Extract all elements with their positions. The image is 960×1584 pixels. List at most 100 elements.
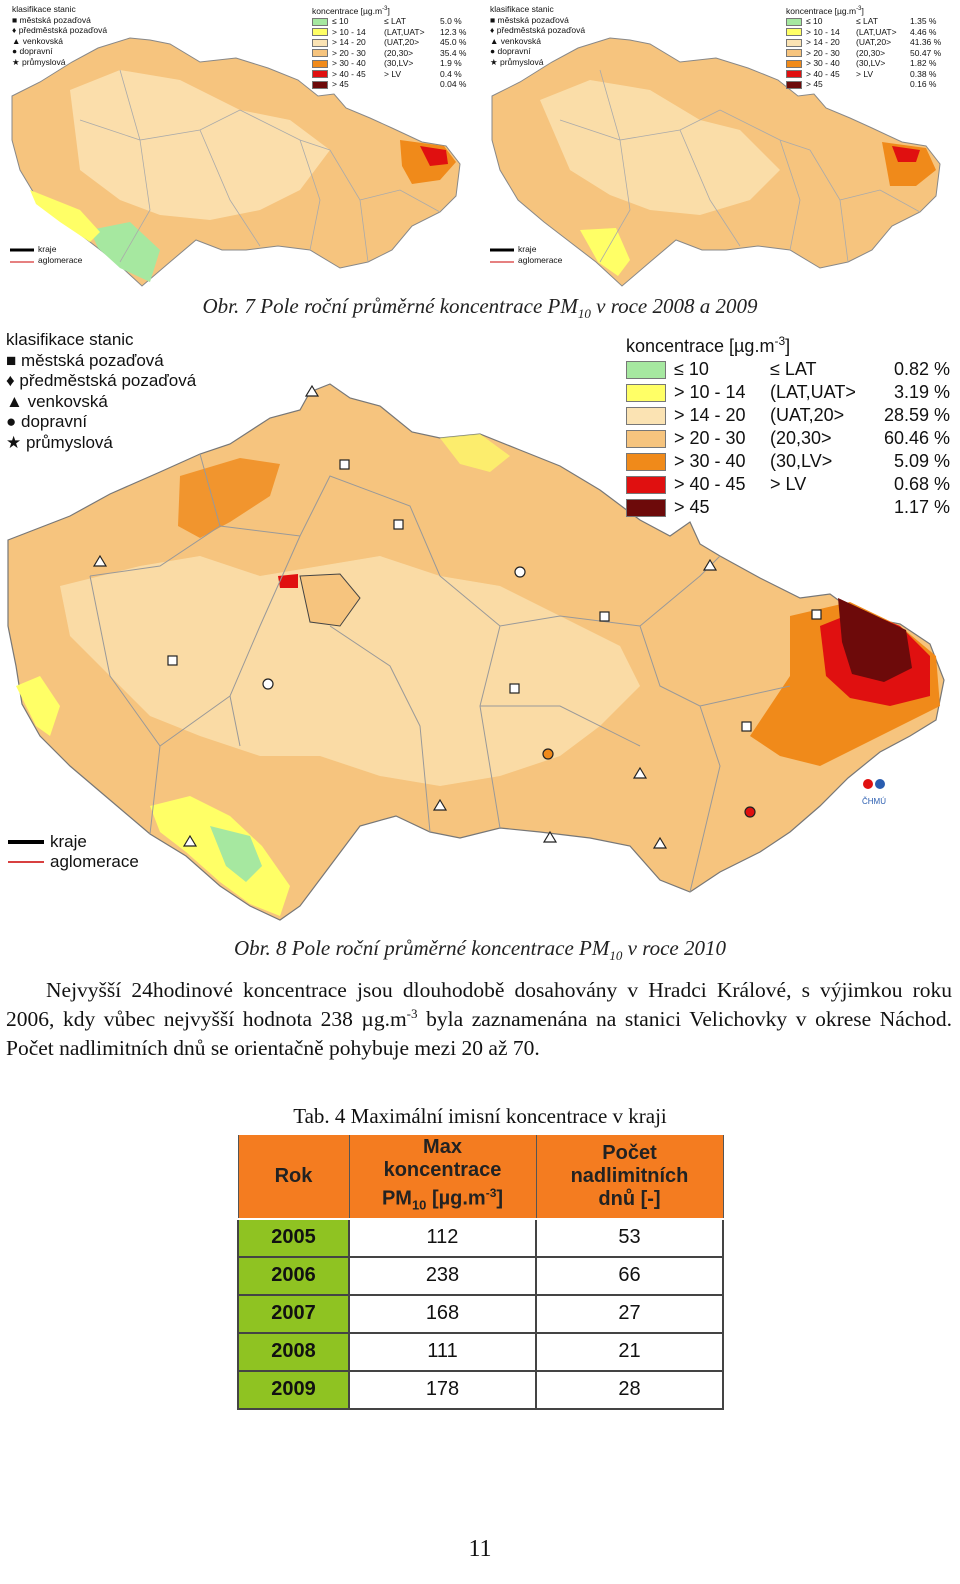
station-marker-circle (542, 748, 554, 760)
station-marker-triangle (182, 834, 198, 847)
chmu-logo: ČHMÚ (862, 779, 886, 806)
station-type: ★ průmyslová (12, 56, 66, 67)
table-row: 2009 178 28 (237, 1369, 724, 1410)
class-swatch (786, 59, 802, 68)
figure-caption-8: Obr. 8 Pole roční průměrné koncentrace P… (234, 936, 726, 964)
concentration-class: > 30 - 40 (30,LV> 1.82 % (786, 58, 942, 69)
concentration-class: > 45 0.04 % (312, 79, 468, 90)
class-swatch (312, 49, 328, 58)
cell-max: 112 (348, 1217, 537, 1258)
cell-rok: 2005 (237, 1217, 350, 1258)
map-2009-boundary-legend: kraje aglomerace (518, 244, 563, 265)
station-marker-circle (514, 566, 526, 578)
zone-14-20 (60, 556, 640, 786)
class-swatch (312, 70, 328, 79)
diamond-icon: ♦ (12, 25, 19, 35)
header-pocet-dnu: Počet nadlimitních dnů [-] (535, 1133, 724, 1220)
class-swatch (312, 80, 328, 89)
concentration-class: ≤ 10 ≤ LAT 0.82 % (626, 358, 952, 381)
station-marker-triangle (304, 384, 320, 397)
cell-max: 178 (348, 1369, 537, 1410)
concentration-class: > 10 - 14 (LAT,UAT> 12.3 % (312, 27, 468, 38)
zone-10-14 (30, 190, 100, 242)
map-2008-graphic (10, 37, 461, 287)
station-type: ▲ venkovská (12, 35, 63, 46)
star-icon: ★ (6, 432, 26, 452)
concentration-class: > 30 - 40 (30,LV> 1.9 % (312, 58, 468, 69)
concentration-class: > 14 - 20 (UAT,20> 45.0 % (312, 37, 468, 48)
cell-pocet: 27 (535, 1293, 724, 1334)
station-marker-square (741, 721, 752, 732)
class-swatch (312, 17, 328, 26)
concentration-class: ≤ 10 ≤ LAT 5.0 % (312, 16, 468, 27)
concentration-class: > 20 - 30 (20,30> 50.47 % (786, 48, 942, 59)
region-lines (79, 69, 441, 263)
zone-10-14 (580, 228, 630, 276)
cell-rok: 2008 (237, 1331, 350, 1372)
table-header-row: Rok Max koncentrace PM10 [µg.m-3] Počet … (237, 1133, 724, 1220)
zone-hotspot (892, 146, 920, 162)
chmu-logo-ring-left (863, 779, 873, 789)
class-swatch (626, 429, 666, 448)
concentration-legend-title: koncentrace [µg.m-3] (626, 334, 791, 356)
page-number: 11 (468, 1536, 492, 1562)
class-swatch (626, 498, 666, 517)
zone-10-14-south (150, 796, 290, 916)
zone-hotspot (420, 146, 448, 166)
header-rok: Rok (237, 1133, 350, 1220)
station-type: ● dopravní (12, 46, 53, 56)
concentration-class: > 45 1.17 % (626, 496, 952, 519)
table-caption: Tab. 4 Maximální imisní koncentrace v kr… (293, 1104, 667, 1128)
cell-max: 238 (348, 1255, 537, 1296)
cell-pocet: 21 (535, 1331, 724, 1372)
concentration-legend-title: koncentrace [µg.m-3] (312, 5, 390, 16)
station-type: ♦ předměstská pozaďová (490, 25, 586, 35)
cell-rok: 2007 (237, 1293, 350, 1334)
station-marker-triangle (432, 798, 448, 811)
map-2009-concentration-legend: koncentrace [µg.m-3] ≤ 10 ≤ LAT 1.35 % > 1… (786, 4, 942, 90)
table-row: 2006 238 66 (237, 1255, 724, 1296)
station-marker-triangle (702, 558, 718, 571)
concentration-class: > 14 - 20 (UAT,20> 41.36 % (786, 37, 942, 48)
class-swatch (786, 70, 802, 79)
concentration-class: > 14 - 20 (UAT,20> 28.59 % (626, 404, 952, 427)
cell-pocet: 66 (535, 1255, 724, 1296)
class-swatch (626, 383, 666, 402)
map-2009-graphic (490, 37, 941, 287)
concentration-class: > 10 - 14 (LAT,UAT> 4.46 % (786, 27, 942, 38)
diamond-icon: ♦ (6, 371, 20, 390)
zone-14-20 (70, 70, 330, 220)
zone-10-14-north (440, 434, 510, 472)
region-lines (559, 69, 921, 263)
station-marker-triangle (632, 766, 648, 779)
class-swatch (626, 406, 666, 425)
concentration-class: > 45 0.16 % (786, 79, 942, 90)
concentration-class: > 30 - 40 (30,LV> 5.09 % (626, 450, 952, 473)
square-icon: ■ (490, 14, 498, 25)
station-type: ■ městská pozaďová (12, 14, 91, 25)
cell-max: 111 (348, 1331, 537, 1372)
station-marker-circle (262, 678, 274, 690)
station-marker-square (339, 459, 350, 470)
star-icon: ★ (490, 56, 500, 67)
map-2010-graphic: ČHMÚ (7, 383, 945, 921)
zone-praha (299, 573, 361, 627)
zone-14-20 (540, 80, 780, 215)
station-type: ■ městská pozaďová (6, 350, 164, 370)
station-marker-square (599, 611, 610, 622)
station-type: ★ průmyslová (490, 56, 544, 67)
station-marker-circle (744, 806, 756, 818)
class-swatch (786, 49, 802, 58)
station-markers (92, 384, 822, 849)
chmu-logo-ring-right (875, 779, 885, 789)
circle-icon: ● (490, 46, 498, 56)
table-row: 2007 168 27 (237, 1293, 724, 1334)
map-2010: ČHMÚ (0, 326, 960, 926)
station-marker-square (811, 609, 822, 620)
body-paragraph: Nejvyšší 24hodinové koncentrace jsou dlo… (6, 978, 952, 1060)
concentration-class: > 10 - 14 (LAT,UAT> 3.19 % (626, 381, 952, 404)
figure-caption-7: Obr. 7 Pole roční průměrné koncentrace P… (202, 294, 758, 322)
zone-praha-red (278, 574, 298, 588)
station-legend-title: klasifikace stanic (6, 330, 134, 349)
cell-max: 168 (348, 1293, 537, 1334)
